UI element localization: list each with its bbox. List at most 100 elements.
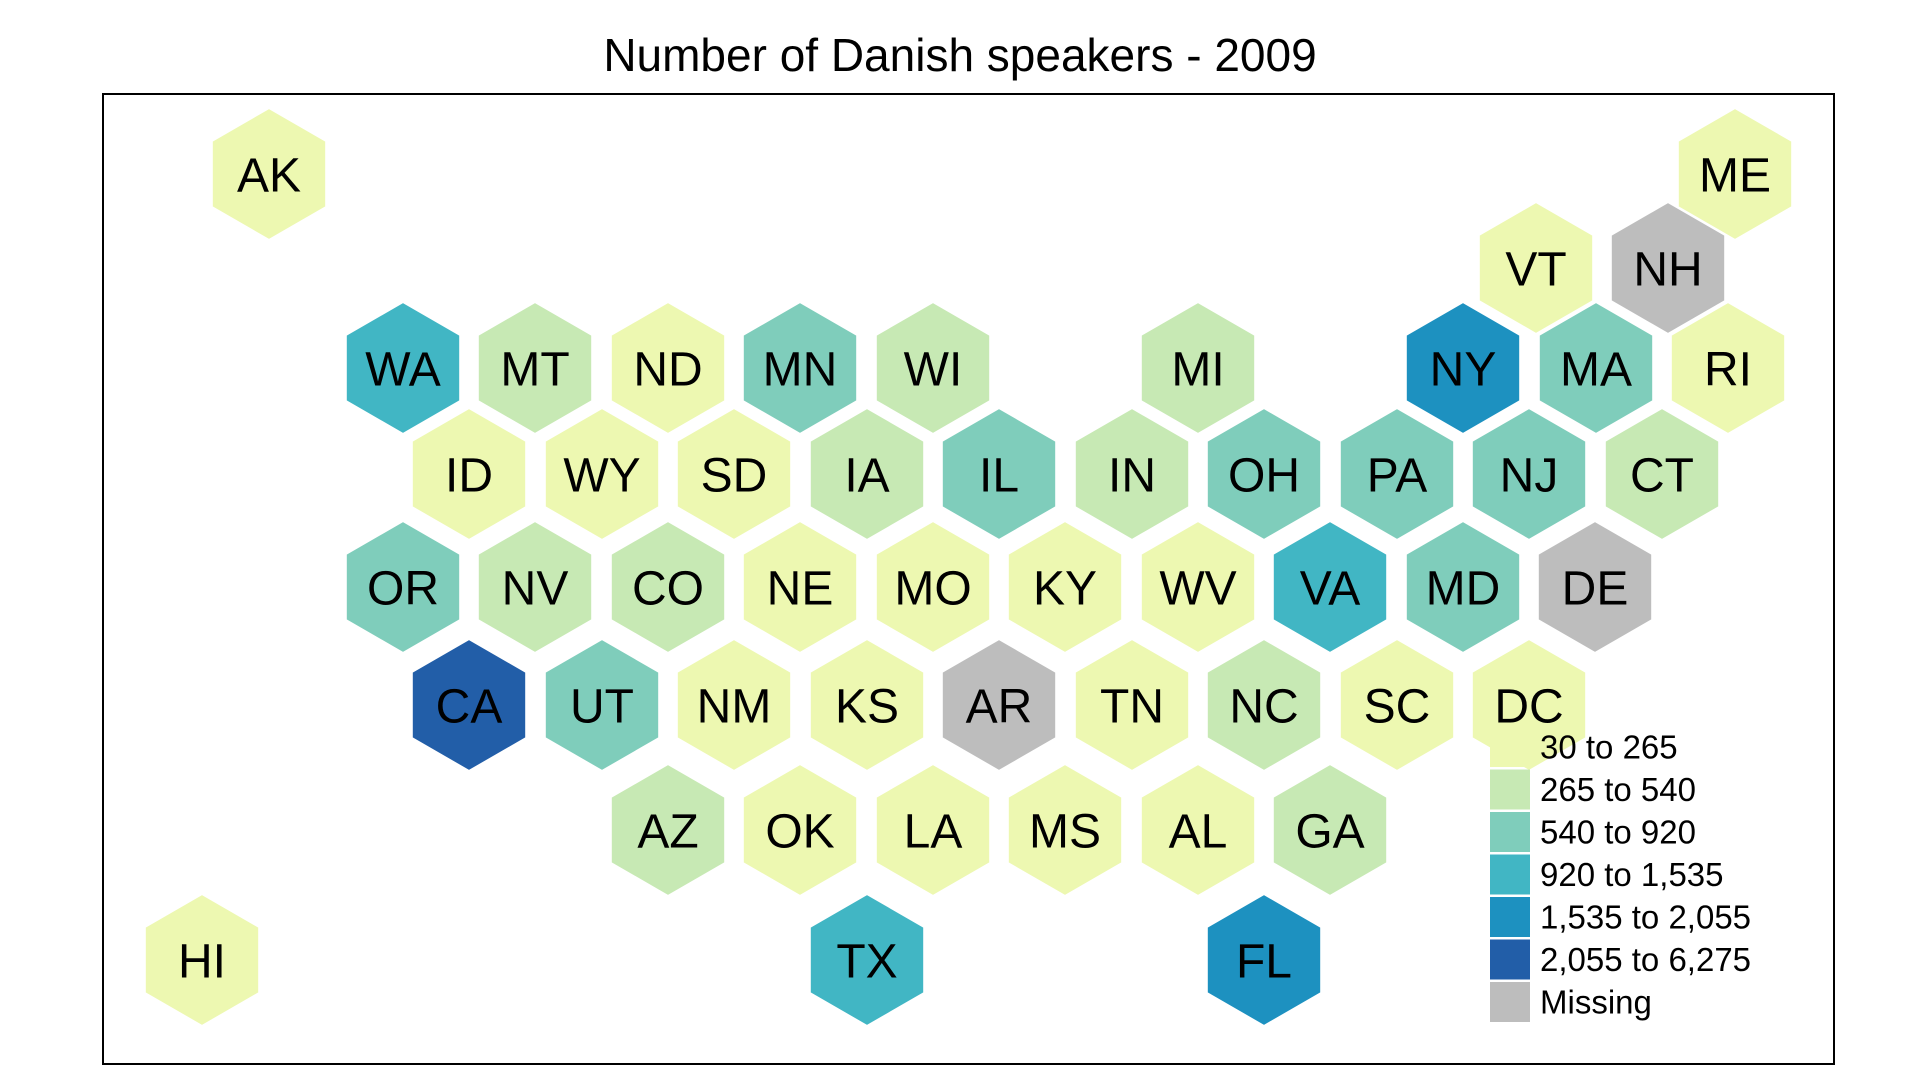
hex-shape [543, 406, 661, 542]
legend-swatch [1490, 897, 1530, 937]
state-label: NY [1430, 344, 1497, 397]
hex-shape [344, 519, 462, 655]
state-label: OR [367, 563, 439, 616]
state-hex-fl: FL [1205, 892, 1323, 1028]
state-hex-ok: OK [741, 762, 859, 898]
state-label: IA [844, 450, 889, 503]
state-label: ND [633, 344, 702, 397]
hex-shape [1205, 406, 1323, 542]
state-label: SC [1364, 681, 1431, 734]
state-label: CA [436, 681, 503, 734]
state-label: MO [894, 563, 971, 616]
state-label: NV [502, 563, 569, 616]
legend-item: 265 to 540 [1490, 769, 1696, 810]
hex-shape [410, 637, 528, 773]
hex-shape [1470, 406, 1588, 542]
legend-swatch [1490, 982, 1530, 1022]
state-hex-pa: PA [1338, 406, 1456, 542]
hex-shape [1669, 300, 1787, 436]
state-hex-ga: GA [1271, 762, 1389, 898]
hex-shape [609, 519, 727, 655]
state-hex-co: CO [609, 519, 727, 655]
state-label: ID [445, 450, 493, 503]
state-hex-nd: ND [609, 300, 727, 436]
state-label: GA [1295, 806, 1364, 859]
legend-item: Missing [1490, 982, 1652, 1022]
hex-shape [874, 762, 992, 898]
hex-shape [344, 300, 462, 436]
state-label: MS [1029, 806, 1101, 859]
state-hex-wa: WA [344, 300, 462, 436]
state-hex-de: DE [1536, 519, 1654, 655]
state-label: KS [835, 681, 899, 734]
legend-swatch [1490, 727, 1530, 767]
state-label: MT [500, 344, 569, 397]
legend-swatch [1490, 769, 1530, 810]
state-label: AR [966, 681, 1033, 734]
state-label: MA [1560, 344, 1632, 397]
hex-shape [1404, 300, 1522, 436]
hex-shape [1271, 762, 1389, 898]
legend-item: 30 to 265 [1490, 727, 1678, 767]
hex-shape [1609, 200, 1727, 336]
state-label: DE [1562, 563, 1629, 616]
state-label: WA [365, 344, 441, 397]
state-label: OH [1228, 450, 1300, 503]
state-hex-ri: RI [1669, 300, 1787, 436]
plot-frame [102, 93, 1835, 1065]
hex-shape [543, 637, 661, 773]
state-label: FL [1236, 936, 1292, 989]
state-label: IL [979, 450, 1019, 503]
state-label: WY [563, 450, 640, 503]
state-hex-ky: KY [1006, 519, 1124, 655]
legend-label: 30 to 265 [1540, 729, 1678, 766]
state-hex-il: IL [940, 406, 1058, 542]
state-hex-me: ME [1676, 106, 1794, 242]
state-label: MN [763, 344, 838, 397]
state-label: HI [178, 936, 226, 989]
state-label: WV [1159, 563, 1236, 616]
hex-shape [741, 519, 859, 655]
state-label: CT [1630, 450, 1694, 503]
state-hex-wv: WV [1139, 519, 1257, 655]
state-hex-va: VA [1271, 519, 1389, 655]
state-hex-nm: NM [675, 637, 793, 773]
hex-shape [940, 637, 1058, 773]
state-hex-ar: AR [940, 637, 1058, 773]
state-hex-nh: NH [1609, 200, 1727, 336]
state-hex-mi: MI [1139, 300, 1257, 436]
hex-layer: AK ME VT NH WA MT ND MN WI MI NY MA RI ID WY SD IA IL IN OH… [143, 106, 1794, 1028]
hex-shape [1139, 762, 1257, 898]
hex-shape [808, 406, 926, 542]
state-hex-ny: NY [1404, 300, 1522, 436]
legend: 30 to 265 265 to 540 540 to 920 920 to 1,53… [1490, 727, 1751, 1022]
state-label: ME [1699, 150, 1771, 203]
hex-shape [675, 637, 793, 773]
state-label: CO [632, 563, 704, 616]
state-label: NH [1633, 244, 1702, 297]
hex-shape [1676, 106, 1794, 242]
hex-shape [1139, 300, 1257, 436]
legend-item: 1,535 to 2,055 [1490, 897, 1751, 937]
state-hex-ak: AK [210, 106, 328, 242]
state-hex-tx: TX [808, 892, 926, 1028]
state-hex-ia: IA [808, 406, 926, 542]
state-hex-mt: MT [476, 300, 594, 436]
hex-shape [410, 406, 528, 542]
state-label: SD [701, 450, 768, 503]
legend-label: 920 to 1,535 [1540, 856, 1724, 893]
hex-shape [1073, 406, 1191, 542]
state-hex-vt: VT [1477, 200, 1595, 336]
legend-label: 540 to 920 [1540, 814, 1696, 851]
legend-item: 920 to 1,535 [1490, 854, 1724, 895]
hex-shape [741, 300, 859, 436]
hex-shape [1404, 519, 1522, 655]
hex-shape [1338, 637, 1456, 773]
hex-shape [675, 406, 793, 542]
hex-shape [1603, 406, 1721, 542]
hex-shape [1205, 637, 1323, 773]
state-label: NE [767, 563, 834, 616]
state-label: AK [237, 150, 301, 203]
state-hex-ct: CT [1603, 406, 1721, 542]
